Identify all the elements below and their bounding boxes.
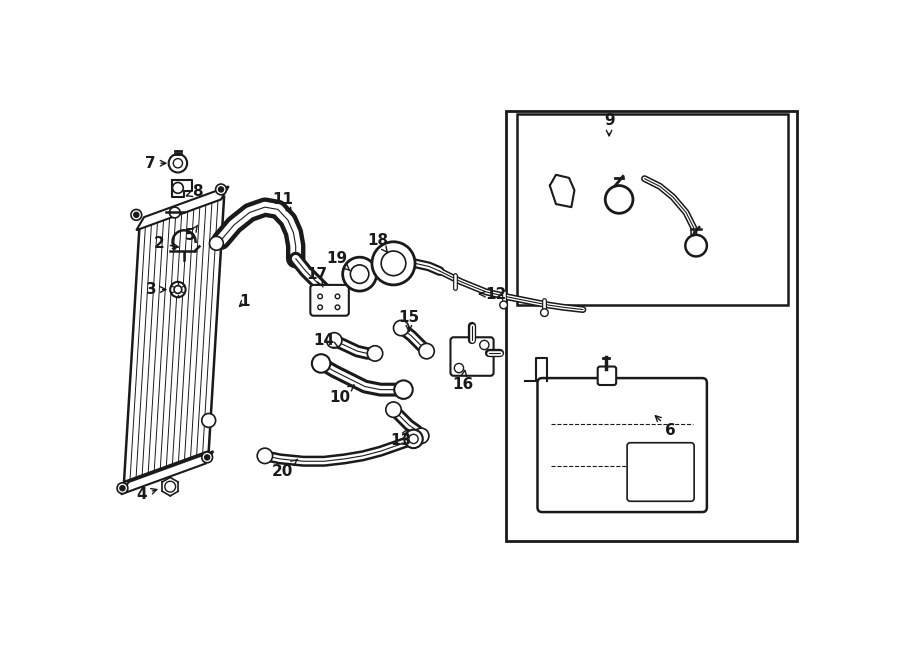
Text: 3: 3 xyxy=(147,282,166,297)
Text: 1: 1 xyxy=(238,294,249,309)
Circle shape xyxy=(367,346,382,361)
Circle shape xyxy=(120,485,125,491)
Text: 20: 20 xyxy=(272,459,298,479)
Circle shape xyxy=(685,235,706,256)
Circle shape xyxy=(605,186,633,214)
Polygon shape xyxy=(124,197,224,482)
Polygon shape xyxy=(121,451,213,494)
Text: 8: 8 xyxy=(186,184,203,199)
Circle shape xyxy=(318,294,322,299)
Circle shape xyxy=(418,344,435,359)
Text: 5: 5 xyxy=(184,225,198,243)
Circle shape xyxy=(130,210,141,220)
Circle shape xyxy=(219,187,224,192)
Circle shape xyxy=(202,452,212,463)
Circle shape xyxy=(343,257,376,291)
Circle shape xyxy=(170,282,185,297)
Circle shape xyxy=(413,428,429,444)
Circle shape xyxy=(216,184,227,195)
Circle shape xyxy=(169,207,180,218)
FancyBboxPatch shape xyxy=(598,367,616,385)
Circle shape xyxy=(165,481,176,492)
Circle shape xyxy=(393,321,409,336)
FancyBboxPatch shape xyxy=(627,443,694,501)
Circle shape xyxy=(500,301,508,309)
Circle shape xyxy=(454,364,464,373)
Circle shape xyxy=(386,402,401,417)
Text: 15: 15 xyxy=(399,310,419,331)
Bar xyxy=(517,114,788,305)
Circle shape xyxy=(335,294,340,299)
Circle shape xyxy=(335,305,340,309)
Text: 12: 12 xyxy=(480,287,507,301)
Circle shape xyxy=(257,448,273,463)
Circle shape xyxy=(541,309,548,317)
Text: 19: 19 xyxy=(326,251,350,271)
Bar xyxy=(506,111,797,541)
Text: 4: 4 xyxy=(137,487,157,502)
FancyBboxPatch shape xyxy=(451,337,493,375)
Circle shape xyxy=(202,414,216,428)
Text: 18: 18 xyxy=(367,233,389,253)
Circle shape xyxy=(133,212,139,217)
Circle shape xyxy=(327,332,342,348)
Text: 13: 13 xyxy=(391,430,412,448)
Circle shape xyxy=(204,455,210,460)
Polygon shape xyxy=(136,186,229,230)
Circle shape xyxy=(372,242,415,285)
Text: 10: 10 xyxy=(329,385,354,405)
Circle shape xyxy=(117,483,128,494)
Circle shape xyxy=(404,430,423,448)
Circle shape xyxy=(382,251,406,276)
Circle shape xyxy=(174,286,182,293)
Circle shape xyxy=(168,154,187,173)
Circle shape xyxy=(174,159,183,168)
Circle shape xyxy=(312,354,330,373)
Circle shape xyxy=(210,237,223,251)
FancyBboxPatch shape xyxy=(537,378,706,512)
Text: 11: 11 xyxy=(272,192,293,214)
Text: 16: 16 xyxy=(452,370,473,392)
Text: 14: 14 xyxy=(313,333,338,348)
Text: 6: 6 xyxy=(655,416,676,438)
Circle shape xyxy=(350,265,369,284)
Text: 17: 17 xyxy=(306,266,327,287)
Text: 2: 2 xyxy=(154,236,178,251)
Circle shape xyxy=(394,380,413,399)
Circle shape xyxy=(318,305,322,309)
Text: 7: 7 xyxy=(145,156,166,171)
Circle shape xyxy=(480,340,489,350)
Text: 9: 9 xyxy=(604,112,615,136)
FancyBboxPatch shape xyxy=(310,285,349,316)
Circle shape xyxy=(409,434,419,444)
Circle shape xyxy=(173,182,184,193)
